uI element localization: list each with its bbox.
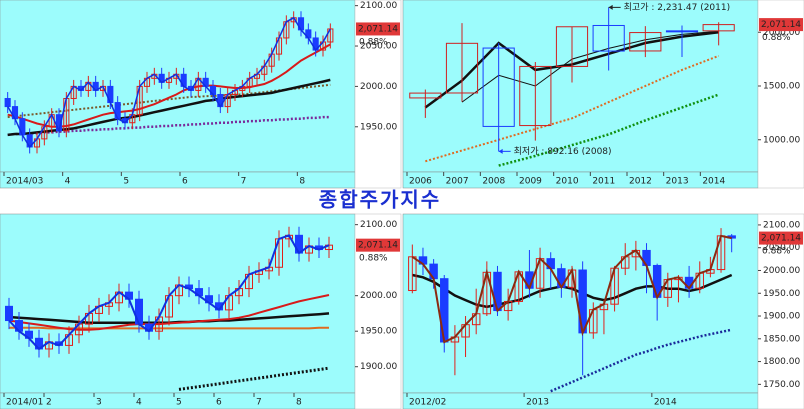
y-tick-label: 2000.00 (763, 28, 800, 38)
x-tick-label: 2012 (629, 177, 652, 187)
x-tick-label: 2014/01 (6, 398, 43, 408)
page-title: 종합주가지수 (319, 188, 441, 212)
last-price-label: 2,071.14 (358, 24, 398, 34)
candle-body (592, 24, 625, 52)
candle-body (702, 24, 735, 32)
y-tick-label: 1900.00 (763, 312, 800, 322)
annotation-label: 최고가 : 2,231.47 (2011) (624, 2, 730, 13)
y-tick-label: 2000.00 (360, 291, 397, 301)
change-label: 0.88% (762, 33, 791, 43)
x-tick-label: 5 (176, 398, 182, 408)
moving-average-line (178, 366, 330, 391)
y-tick-label: 1750.00 (763, 380, 800, 390)
x-tick-label: 2012/02 (409, 398, 446, 408)
y-tick-label: 1950.00 (360, 327, 397, 337)
x-axis-strip (402, 392, 759, 409)
x-tick-label: 7 (256, 398, 262, 408)
candle-body (482, 47, 515, 127)
x-tick-label: 2014 (654, 398, 677, 408)
y-tick-label: 1950.00 (360, 122, 397, 132)
x-tick-label: 2013 (666, 177, 689, 187)
x-tick-label: 2009 (519, 177, 542, 187)
plot-layer (4, 11, 334, 154)
x-tick-label: 2006 (409, 177, 432, 187)
x-tick-label: 8 (299, 177, 305, 187)
y-tick-label: 2050.00 (360, 42, 397, 52)
x-tick-label: 2013 (526, 398, 549, 408)
candle-body (445, 42, 479, 94)
change-label: 0.88% (359, 254, 388, 264)
candle-body (665, 30, 699, 33)
candle-body (519, 65, 552, 127)
x-tick-label: 2010 (556, 177, 579, 187)
x-tick-label: 4 (136, 398, 142, 408)
x-tick-label: 2014/03 (6, 177, 43, 187)
moving-average-line (461, 30, 719, 103)
last-price-box (759, 231, 803, 245)
change-label: 0.88% (762, 247, 791, 257)
x-tick-label: 7 (241, 177, 247, 187)
x-tick-label: 5 (123, 177, 129, 187)
x-tick-label: 2011 (592, 177, 615, 187)
y-tick-label: 2000.00 (360, 82, 397, 92)
y-tick-label: 2100.00 (360, 1, 397, 11)
x-tick-label: 2007 (446, 177, 469, 187)
moving-average-line (550, 328, 732, 393)
candle-body (4, 98, 11, 108)
x-tick-label: 6 (216, 398, 222, 408)
y-tick-label: 2100.00 (763, 220, 800, 230)
annotation-arrowhead (498, 148, 503, 154)
y-axis-area (757, 0, 804, 189)
x-tick-label: 2 (46, 398, 52, 408)
x-tick-label: 4 (65, 177, 71, 187)
last-price-box (759, 18, 803, 32)
close-line (7, 16, 331, 149)
moving-average-line (425, 54, 720, 163)
close-line (411, 234, 732, 344)
x-tick-label: 3 (96, 398, 102, 408)
x-tick-label: 2014 (702, 177, 725, 187)
last-price-label: 2,071.14 (761, 234, 801, 244)
x-tick-label: 2008 (482, 177, 505, 187)
candle-body (629, 32, 662, 52)
candle-body (327, 28, 334, 43)
last-price-box (356, 238, 400, 252)
y-tick-label: 2000.00 (763, 266, 800, 276)
candle-body (440, 278, 449, 343)
x-tick-label: 8 (296, 398, 302, 408)
y-tick-label: 1800.00 (763, 357, 800, 367)
moving-average-line (7, 115, 331, 137)
plot-area (0, 0, 356, 173)
y-tick-label: 1500.00 (763, 82, 800, 92)
y-tick-label: 2050.00 (763, 243, 800, 253)
annotation-arrowhead (608, 4, 613, 10)
candle-body (5, 305, 13, 322)
close-line (8, 234, 330, 351)
y-tick-label: 2100.00 (360, 220, 397, 230)
last-price-label: 2,071.14 (358, 241, 398, 251)
y-tick-label: 1850.00 (763, 334, 800, 344)
plot-layer (5, 226, 333, 391)
y-tick-label: 1000.00 (763, 135, 800, 145)
x-tick-label: 6 (182, 177, 188, 187)
plot-layer: 최고가 : 2,231.47 (2011) 최저가 : 892.16 (2008) (409, 2, 735, 167)
plot-layer (408, 228, 736, 393)
candle-body (409, 92, 442, 99)
change-label: 0.88% (359, 37, 388, 47)
last-price-label: 2,071.14 (761, 20, 801, 30)
annotation-label: 최저가 : 892.16 (2008) (514, 146, 612, 157)
last-price-box (356, 22, 400, 36)
y-tick-label: 1900.00 (360, 362, 397, 372)
candle-body (555, 26, 589, 67)
y-tick-label: 1950.00 (763, 289, 800, 299)
moving-average-line (498, 93, 720, 167)
y-axis-area (757, 213, 804, 409)
